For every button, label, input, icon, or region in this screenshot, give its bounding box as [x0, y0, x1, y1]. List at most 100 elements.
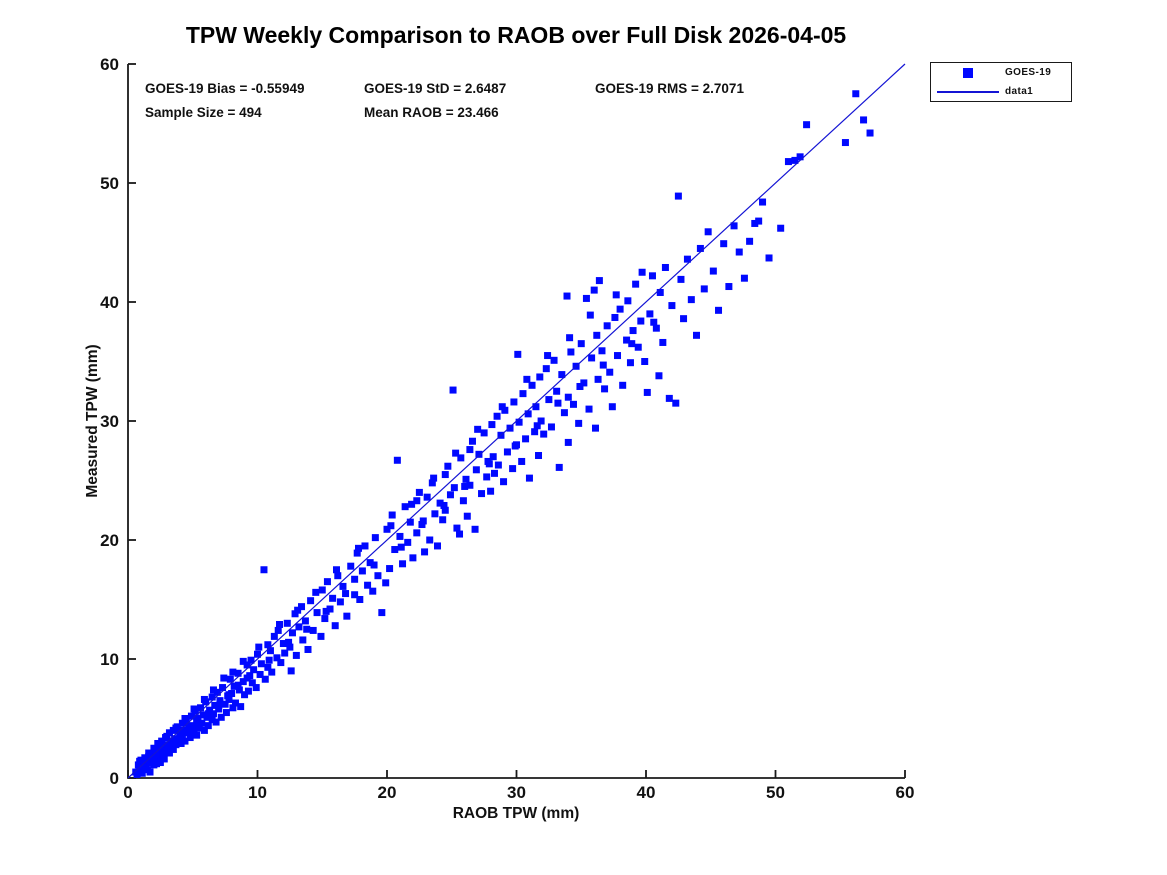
scatter-point: [158, 737, 166, 745]
scatter-point: [641, 358, 649, 365]
scatter-point: [156, 745, 164, 753]
scatter-point: [243, 661, 251, 669]
scatter-point: [257, 660, 265, 668]
scatter-point: [312, 588, 320, 596]
scatter-point: [687, 296, 695, 304]
scatter-point: [430, 474, 438, 482]
scatter-point: [246, 672, 254, 680]
scatter-point: [200, 695, 208, 703]
scatter-point: [474, 425, 482, 433]
y-tick-label: 60: [100, 55, 119, 74]
scatter-point: [457, 454, 465, 462]
scatter-point: [152, 760, 160, 768]
scatter-point: [204, 710, 212, 718]
scatter-point: [331, 622, 339, 630]
scatter-point: [181, 715, 189, 722]
scatter-point: [693, 331, 701, 339]
y-tick-label: 10: [100, 650, 119, 669]
scatter-point: [351, 575, 359, 583]
scatter-point: [388, 511, 396, 519]
scatter-point: [564, 393, 572, 401]
scatter-point: [374, 572, 382, 580]
scatter-point: [224, 692, 232, 700]
scatter-point: [165, 749, 173, 757]
scatter-point: [453, 524, 461, 532]
scatter-point: [459, 497, 467, 505]
scatter-point: [674, 192, 682, 200]
scatter-point: [655, 372, 663, 380]
scatter-point: [208, 693, 216, 701]
scatter-point: [399, 560, 407, 568]
scatter-point: [313, 609, 321, 617]
scatter-point: [189, 722, 197, 730]
scatter-point: [525, 474, 533, 482]
scatter-point: [228, 690, 236, 698]
scatter-point: [466, 446, 474, 454]
scatter-point: [593, 331, 601, 339]
scatter-point: [250, 666, 258, 674]
scatter-point: [426, 536, 434, 544]
scatter-point: [564, 438, 572, 446]
scatter-point: [288, 629, 296, 637]
scatter-point: [195, 724, 203, 732]
scatter-point: [287, 667, 295, 675]
scatter-point: [489, 453, 497, 461]
scatter-point: [358, 567, 366, 575]
scatter-point: [441, 471, 449, 479]
scatter-point: [696, 244, 704, 252]
scatter-point: [567, 348, 575, 356]
reference-line: [127, 63, 906, 779]
scatter-point: [523, 375, 531, 383]
scatter-point: [475, 450, 483, 458]
scatter-point: [661, 263, 669, 271]
scatter-point: [796, 153, 804, 161]
scatter-point: [203, 713, 211, 721]
scatter-point: [190, 705, 198, 713]
stat-std: GOES-19 StD = 2.6487: [364, 81, 507, 96]
stat-rms: GOES-19 RMS = 2.7071: [595, 81, 744, 96]
scatter-point: [575, 419, 583, 427]
scatter-point: [401, 503, 409, 511]
scatter-point: [456, 530, 464, 538]
scatter-point: [277, 659, 285, 667]
scatter-point: [206, 706, 214, 714]
scatter-point: [533, 422, 541, 430]
scatter-point: [226, 675, 234, 683]
scatter-point: [241, 691, 249, 699]
scatter-point: [860, 116, 868, 124]
scatter-point: [415, 488, 423, 496]
scatter-point: [440, 501, 448, 509]
scatter-point: [638, 268, 646, 276]
scatter-point: [248, 679, 256, 687]
scatter-point: [591, 424, 599, 432]
scatter-point: [715, 306, 723, 314]
scatter-point: [506, 424, 514, 432]
scatter-point: [225, 695, 233, 703]
scatter-point: [418, 521, 426, 529]
scatter-point: [318, 586, 326, 594]
scatter-point: [586, 311, 594, 319]
scatter-point: [628, 340, 636, 348]
scatter-point: [404, 538, 412, 546]
scatter-point: [304, 645, 312, 653]
scatter-point: [215, 701, 223, 709]
legend-label-data1: data1: [1005, 86, 1034, 97]
scatter-point: [672, 399, 680, 407]
scatter-point: [611, 313, 619, 321]
scatter-point: [650, 318, 658, 326]
scatter-point: [755, 217, 763, 225]
scatter-point: [413, 529, 421, 537]
scatter-point: [784, 158, 792, 166]
scatter-point: [155, 751, 163, 759]
scatter-point: [683, 255, 691, 263]
scatter-point: [391, 546, 399, 554]
scatter-point: [332, 566, 340, 574]
scatter-point: [542, 365, 550, 373]
scatter-point: [441, 506, 449, 514]
scatter-point: [239, 657, 247, 665]
scatter-point: [294, 606, 302, 614]
scatter-point: [413, 497, 421, 505]
scatter-point: [195, 719, 203, 727]
scatter-point: [462, 475, 470, 483]
